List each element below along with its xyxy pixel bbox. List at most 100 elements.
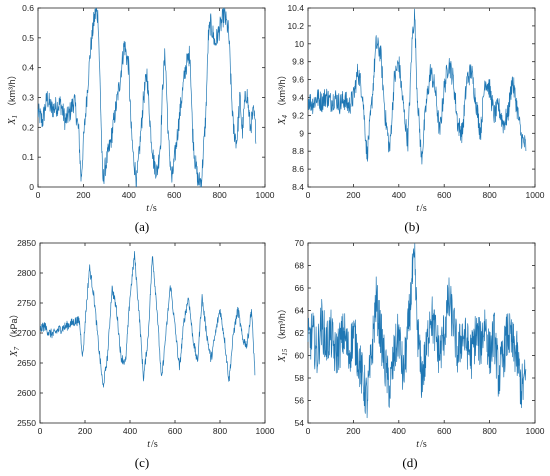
x-axis-label: t/s	[146, 203, 157, 214]
x-tick-label: 200	[346, 426, 360, 436]
y-axis-label: X4 （km³/h）	[277, 70, 289, 125]
x-axis-unit: /s	[420, 203, 427, 214]
y-tick-label: 62	[295, 328, 305, 338]
x-tick-label: 400	[123, 426, 137, 436]
x-tick-label: 1000	[526, 426, 545, 436]
y-axis-unit: （km³/h）	[277, 304, 287, 345]
y-tick-label: 66	[295, 283, 305, 293]
y-axis-unit: （km³/h）	[277, 70, 287, 111]
y-tick-label: 56	[295, 396, 305, 406]
series-line	[37, 7, 257, 188]
x-tick-label: 200	[78, 426, 92, 436]
x-axis-var: t	[416, 439, 419, 450]
y-tick-label: 2600	[17, 388, 36, 398]
x-tick-label: 400	[122, 190, 136, 200]
x-axis-var: t	[416, 203, 419, 214]
series-line	[307, 8, 527, 165]
chart-panel-a: 0 200 400 600 800 1000 0 0.1 0.2 0.3 0.4 0.5 0.6 X1 （k…	[7, 3, 275, 234]
x-tick-label: 400	[392, 190, 406, 200]
x-axis-var: t	[146, 203, 149, 214]
y-tick-label: 2650	[17, 358, 36, 368]
x-tick-label: 1000	[526, 190, 545, 200]
y-axis-unit: （km³/h）	[7, 70, 17, 111]
y-tick-label: 70	[295, 238, 305, 248]
y-axis-var: X	[9, 350, 20, 358]
x-tick-label: 0	[306, 190, 311, 200]
panel-label: (d)	[402, 455, 417, 470]
plot-frame	[37, 7, 266, 188]
x-tick-label: 600	[437, 190, 451, 200]
x-axis-label: t/s	[416, 439, 427, 450]
y-tick-label: 10.4	[287, 3, 304, 13]
y-tick-label: 9.2	[292, 110, 304, 120]
x-tick-label: 200	[346, 190, 360, 200]
chart-panel-d: 0 200 400 600 800 1000 54 56 58 60 62 64 66 68 70 X15 （k…	[277, 238, 545, 470]
y-axis-label: X15 （km³/h）	[277, 304, 289, 363]
y-tick-label: 10.2	[287, 21, 304, 31]
y-tick-label: 8.6	[292, 164, 304, 174]
y-tick-label: 2700	[17, 328, 36, 338]
x-axis-label: t/s	[416, 203, 427, 214]
panel-label: (c)	[135, 455, 149, 470]
x-axis-unit: /s	[151, 439, 158, 450]
y-axis-label: X7 （kPa）	[9, 309, 21, 357]
x-axis-unit: /s	[150, 203, 157, 214]
y-tick-label: 9.8	[292, 57, 304, 67]
y-axis-sub: 1	[11, 115, 19, 119]
y-tick-label: 8.4	[292, 182, 304, 192]
x-axis-label: t/s	[147, 439, 158, 450]
x-tick-label: 800	[213, 426, 227, 436]
chart-panel-c: 0 200 400 600 800 1000 2550 2600 2650 2700 2750 280…	[9, 238, 275, 470]
panel-label: (a)	[135, 219, 149, 234]
y-tick-label: 9	[299, 128, 304, 138]
y-axis-sub: 7	[13, 346, 21, 350]
y-axis-var: X	[277, 355, 288, 363]
y-axis-sub: 15	[281, 348, 289, 356]
y-tick-label: 9.4	[292, 93, 304, 103]
y-tick-label: 0.5	[22, 33, 34, 43]
y-tick-label: 0.6	[22, 3, 34, 13]
x-tick-label: 800	[483, 426, 497, 436]
y-tick-label: 64	[295, 306, 305, 316]
y-axis-var: X	[277, 118, 288, 126]
y-tick-label: 60	[295, 351, 305, 361]
plot-frame	[39, 242, 266, 424]
x-tick-label: 0	[306, 426, 311, 436]
y-axis-sub: 4	[281, 114, 289, 118]
y-tick-label: 2550	[17, 418, 36, 428]
x-tick-label: 1000	[256, 190, 275, 200]
x-tick-label: 0	[38, 426, 43, 436]
y-tick-label: 54	[295, 418, 305, 428]
y-tick-label: 2750	[17, 298, 36, 308]
y-axis-unit: （kPa）	[9, 309, 19, 343]
y-tick-label: 2800	[17, 268, 36, 278]
x-tick-label: 800	[213, 190, 227, 200]
y-tick-label: 0	[29, 182, 34, 192]
y-tick-label: 2850	[17, 238, 36, 248]
x-tick-label: 200	[76, 190, 90, 200]
x-tick-label: 600	[168, 426, 182, 436]
x-tick-label: 400	[392, 426, 406, 436]
y-tick-label: 8.8	[292, 146, 304, 156]
x-tick-label: 600	[437, 426, 451, 436]
y-tick-label: 58	[295, 373, 305, 383]
y-tick-label: 0.3	[22, 93, 34, 103]
y-tick-label: 0.1	[22, 152, 34, 162]
x-tick-label: 1000	[256, 426, 275, 436]
x-tick-label: 800	[483, 190, 497, 200]
y-axis-label: X1 （km³/h）	[7, 70, 19, 125]
chart-panel-b: 0 200 400 600 800 1000 8.4 8.6 8.8 9 9.2 9.4 9.6 9.8 1…	[277, 3, 545, 234]
series-line	[39, 251, 256, 388]
x-axis-unit: /s	[420, 439, 427, 450]
panel-label: (b)	[404, 219, 419, 234]
x-tick-label: 600	[167, 190, 181, 200]
y-tick-label: 68	[295, 261, 305, 271]
y-tick-label: 0.4	[22, 63, 34, 73]
y-axis-var: X	[7, 118, 18, 126]
x-tick-label: 0	[36, 190, 41, 200]
y-tick-label: 9.6	[292, 75, 304, 85]
y-tick-label: 10	[295, 39, 305, 49]
series-line	[307, 243, 527, 419]
x-axis-var: t	[147, 439, 150, 450]
